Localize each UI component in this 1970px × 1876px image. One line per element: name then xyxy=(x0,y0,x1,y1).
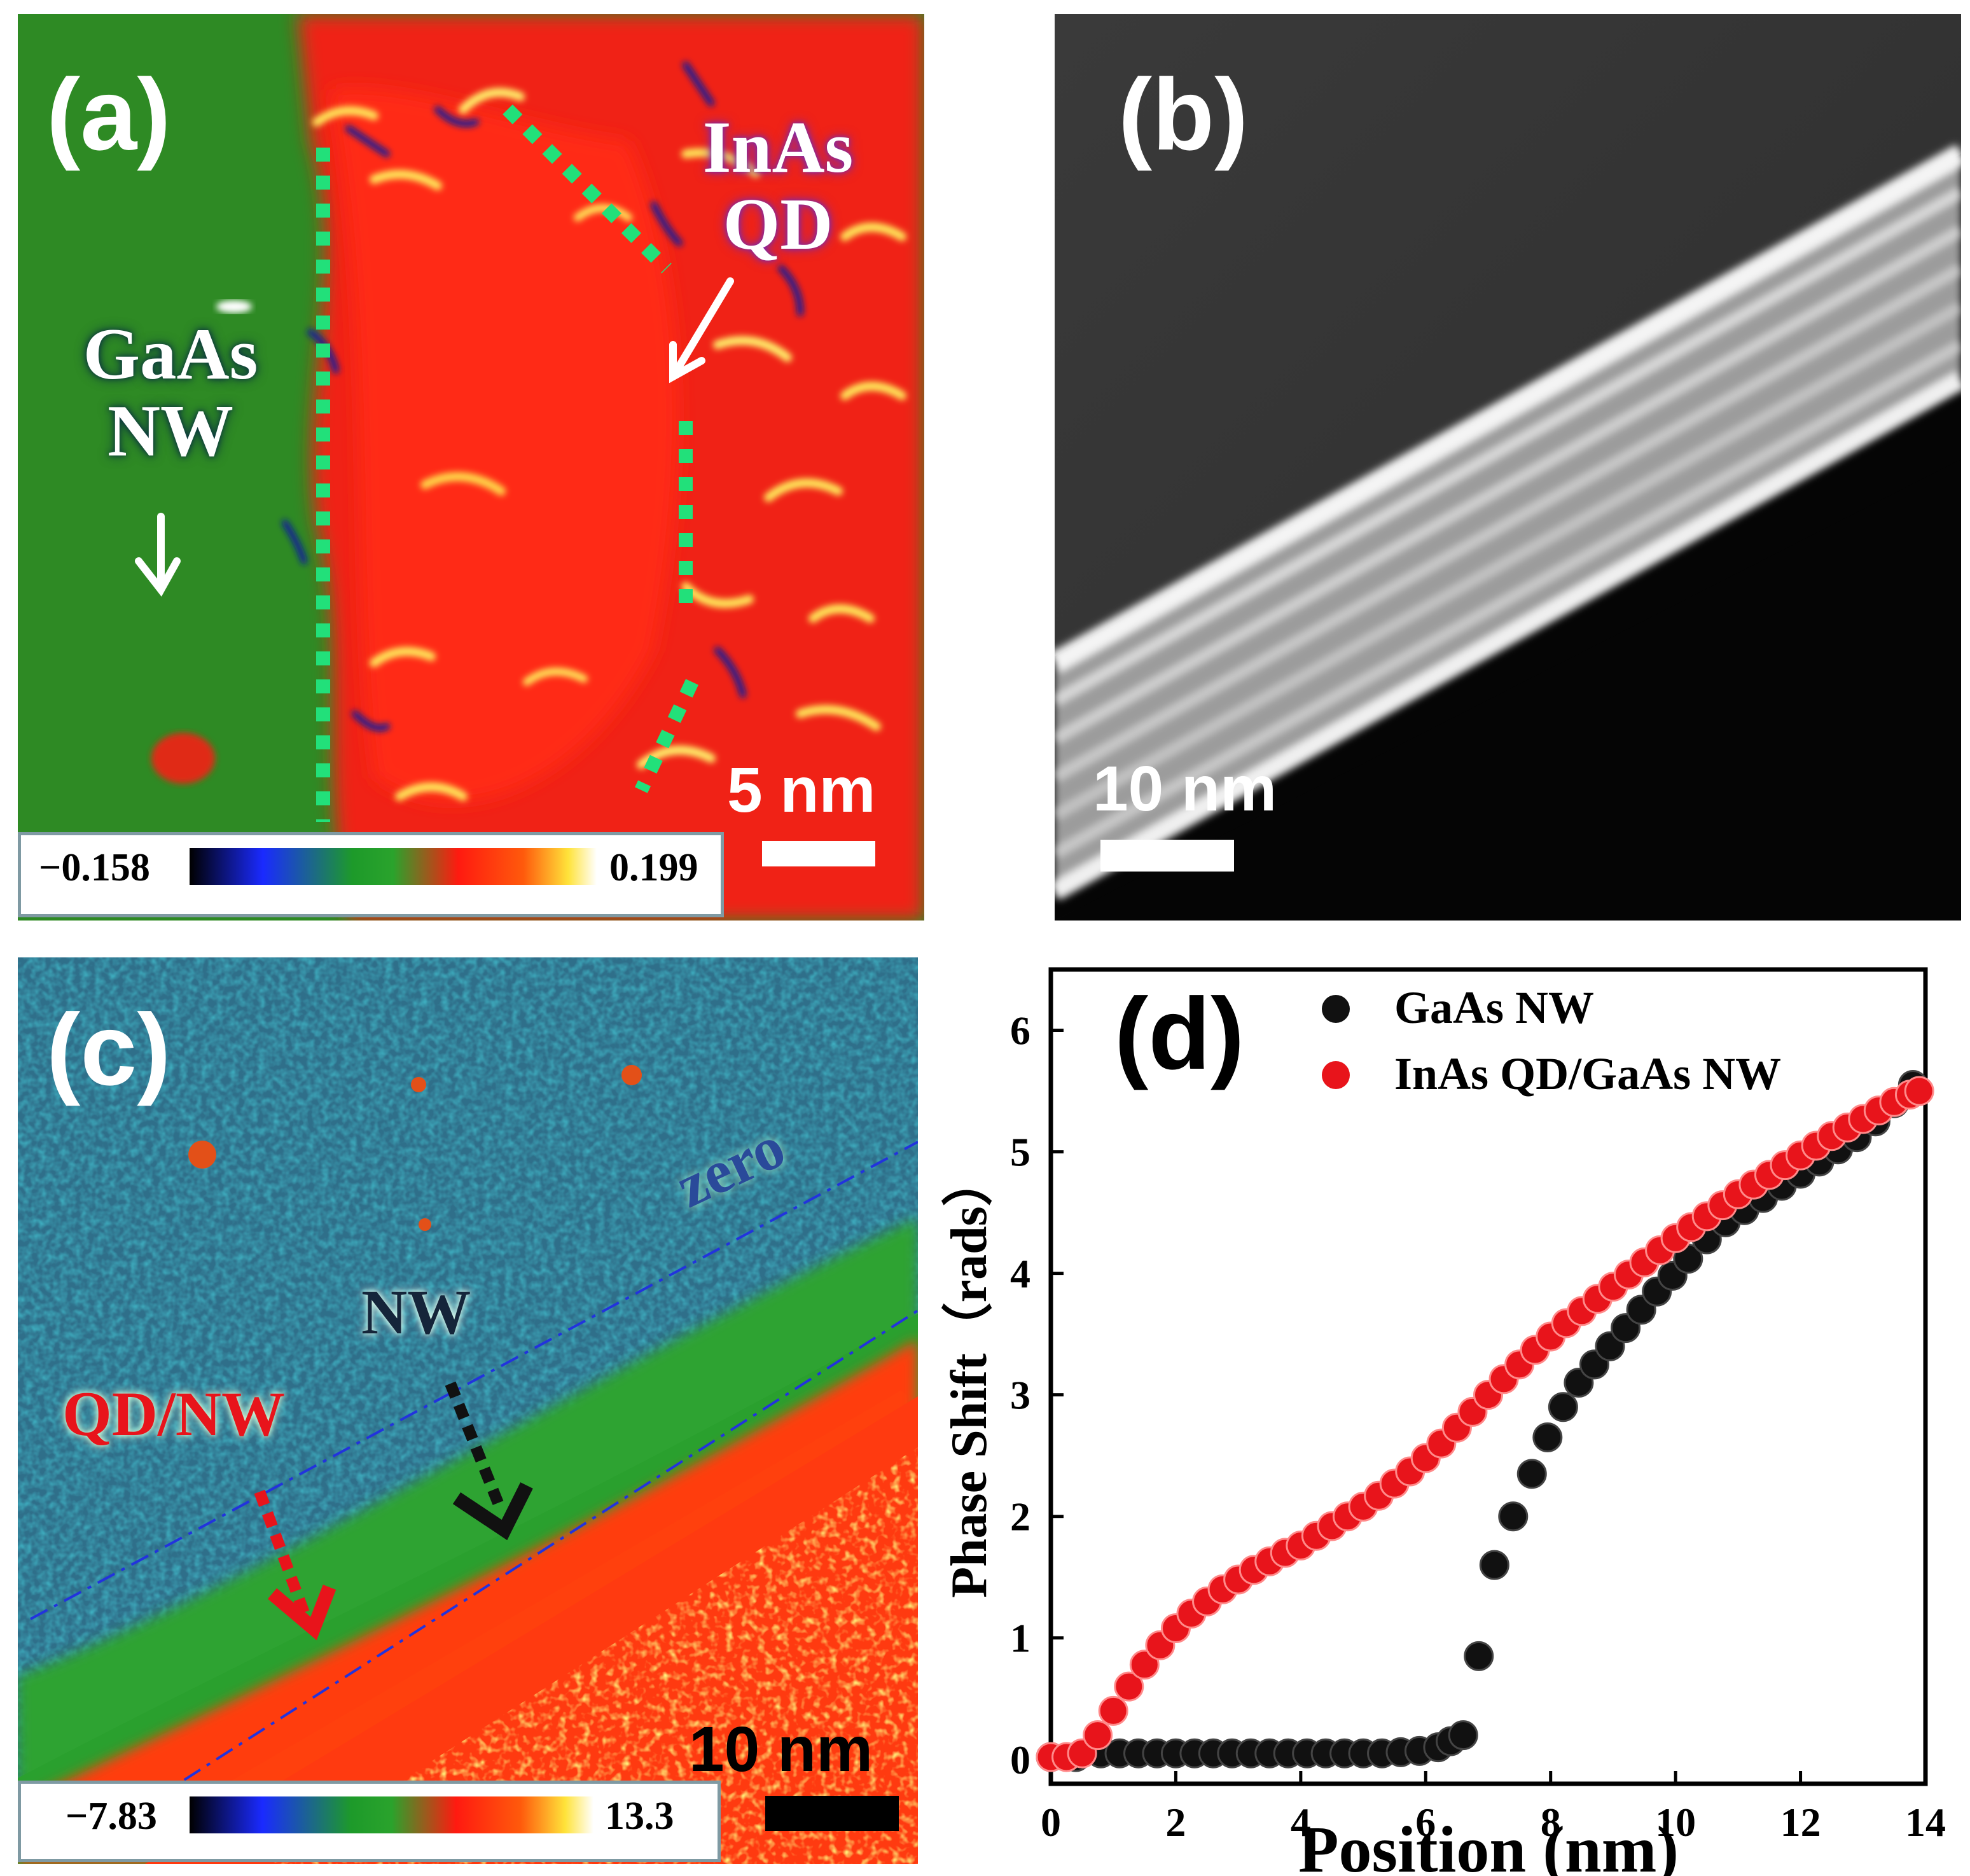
colorbar-a: −0.158 0.199 xyxy=(18,832,724,917)
data-points xyxy=(1036,1069,1934,1772)
legend-marker-inas-qd xyxy=(1322,1061,1350,1089)
data-point xyxy=(1532,1422,1563,1453)
panel-c: (c) zero NW QD/NW 10 nm −7.83 13.3 xyxy=(18,957,918,1864)
nw-text: NW xyxy=(107,390,234,471)
data-point xyxy=(1129,1650,1160,1680)
data-point xyxy=(1479,1550,1509,1580)
data-point xyxy=(1464,1641,1494,1671)
gaas-text: GaAs xyxy=(83,314,258,394)
series-gaas-nw xyxy=(1036,1069,1928,1772)
colorbar-a-min: −0.158 xyxy=(39,846,150,889)
colorbar-a-gradient xyxy=(190,848,597,885)
haadf-stem-image xyxy=(1055,14,1961,921)
y-tick-label: 5 xyxy=(1010,1130,1030,1175)
panel-a-label: (a) xyxy=(46,57,171,171)
gaas-nw-label: GaAs NW xyxy=(75,316,266,470)
data-point xyxy=(1098,1695,1128,1726)
x-axis-title: Position (nm) xyxy=(1298,1813,1679,1876)
x-tick-label: 14 xyxy=(1905,1800,1946,1845)
y-tick-label: 3 xyxy=(1010,1373,1030,1418)
phase-map-image xyxy=(18,957,918,1864)
scale-label-a: 5 nm xyxy=(727,754,876,826)
y-tick-label: 2 xyxy=(1010,1494,1030,1539)
data-point xyxy=(1083,1720,1113,1751)
data-point xyxy=(1448,1720,1478,1751)
data-point xyxy=(1114,1671,1144,1702)
scale-bar-a xyxy=(762,841,875,866)
series-inas-qd-gaas-nw xyxy=(1036,1076,1934,1772)
data-point xyxy=(1548,1392,1578,1422)
colorbar-c: −7.83 13.3 xyxy=(18,1781,721,1862)
inas-text: InAs xyxy=(702,107,854,188)
panel-a: (a) InAs QD GaAs NW 5 nm −0.158 0.199 xyxy=(18,14,924,921)
x-tick-label: 6 xyxy=(1415,1800,1436,1845)
panel-b: (b) 10 nm xyxy=(1055,14,1961,921)
data-point xyxy=(1904,1076,1934,1106)
colorbar-c-gradient xyxy=(190,1796,593,1833)
panel-d-label: (d) xyxy=(1114,976,1244,1090)
x-tick-label: 2 xyxy=(1165,1800,1186,1845)
x-tick-label: 8 xyxy=(1541,1800,1561,1845)
panel-b-label: (b) xyxy=(1118,57,1249,171)
scale-bar-c xyxy=(765,1796,899,1831)
qd-nw-region-label: QD/NW xyxy=(62,1379,285,1449)
data-point xyxy=(1516,1459,1547,1489)
colorbar-c-min: −7.83 xyxy=(66,1795,157,1838)
y-axis-title: Phase Shift（rads） xyxy=(941,1155,997,1598)
data-point xyxy=(1498,1501,1529,1532)
inas-qd-label: InAs QD xyxy=(673,109,883,263)
legend-label-gaas-nw: GaAs NW xyxy=(1394,982,1594,1033)
scale-bar-b xyxy=(1100,840,1234,872)
colorbar-a-max: 0.199 xyxy=(609,846,698,889)
strain-map-image xyxy=(18,14,924,921)
scale-label-c: 10 nm xyxy=(689,1714,873,1785)
legend-label-inas-qd: InAs QD/GaAs NW xyxy=(1394,1048,1781,1099)
legend: GaAs NW InAs QD/GaAs NW xyxy=(1322,982,1781,1099)
qd-text: QD xyxy=(723,183,833,265)
panel-c-label: (c) xyxy=(46,992,171,1106)
x-tick-label: 12 xyxy=(1780,1800,1821,1845)
nw-region-label: NW xyxy=(361,1277,471,1347)
colorbar-c-max: 13.3 xyxy=(605,1795,674,1838)
panel-d: 0 2 4 6 8 10 12 14 0 1 2 3 4 5 6 Position (nm) Phase S… xyxy=(916,941,1966,1876)
x-tick-label: 0 xyxy=(1041,1800,1061,1845)
y-tick-label: 4 xyxy=(1010,1251,1030,1296)
y-tick-label: 6 xyxy=(1010,1008,1030,1053)
y-tick-label: 1 xyxy=(1010,1616,1030,1661)
x-tick-label: 10 xyxy=(1655,1800,1696,1845)
scale-label-b: 10 nm xyxy=(1093,753,1277,824)
x-tick-label: 4 xyxy=(1291,1800,1311,1845)
legend-marker-gaas-nw xyxy=(1322,995,1350,1023)
y-tick-label: 0 xyxy=(1010,1737,1030,1782)
